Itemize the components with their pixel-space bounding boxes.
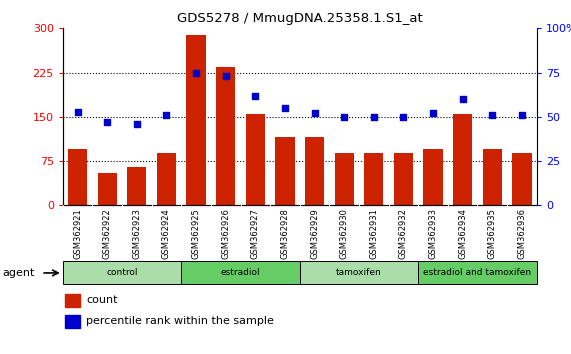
- Text: tamoxifen: tamoxifen: [336, 268, 382, 278]
- Point: [488, 112, 497, 118]
- Text: GSM362934: GSM362934: [458, 208, 467, 259]
- Text: GDS5278 / MmugDNA.25358.1.S1_at: GDS5278 / MmugDNA.25358.1.S1_at: [177, 12, 423, 25]
- Text: GSM362928: GSM362928: [280, 208, 289, 259]
- Text: count: count: [86, 295, 118, 306]
- Text: GSM362925: GSM362925: [192, 208, 200, 259]
- Bar: [127, 167, 147, 205]
- Bar: [512, 153, 532, 205]
- Point: [458, 96, 467, 102]
- Text: GSM362926: GSM362926: [221, 208, 230, 259]
- Text: control: control: [106, 268, 138, 278]
- Text: GSM362930: GSM362930: [340, 208, 349, 259]
- Text: GSM362931: GSM362931: [369, 208, 379, 259]
- Point: [310, 110, 319, 116]
- Text: GSM362936: GSM362936: [517, 208, 526, 259]
- Bar: [216, 67, 235, 205]
- Bar: [68, 149, 87, 205]
- Point: [369, 114, 379, 120]
- Bar: [98, 173, 117, 205]
- Bar: [424, 149, 443, 205]
- Point: [251, 93, 260, 98]
- FancyBboxPatch shape: [300, 262, 418, 284]
- FancyBboxPatch shape: [182, 262, 300, 284]
- Point: [340, 114, 349, 120]
- Point: [517, 112, 526, 118]
- FancyBboxPatch shape: [63, 262, 182, 284]
- Text: GSM362924: GSM362924: [162, 208, 171, 259]
- Text: agent: agent: [3, 268, 35, 278]
- Point: [280, 105, 289, 111]
- Point: [428, 110, 437, 116]
- Text: GSM362923: GSM362923: [132, 208, 142, 259]
- Text: GSM362929: GSM362929: [310, 208, 319, 259]
- Text: GSM362932: GSM362932: [399, 208, 408, 259]
- Text: estradiol: estradiol: [221, 268, 260, 278]
- Bar: [335, 153, 354, 205]
- Bar: [187, 35, 206, 205]
- Text: GSM362921: GSM362921: [73, 208, 82, 259]
- Text: GSM362927: GSM362927: [251, 208, 260, 259]
- Point: [103, 119, 112, 125]
- Bar: [453, 114, 472, 205]
- Bar: [482, 149, 502, 205]
- Bar: [66, 315, 80, 328]
- Text: estradiol and tamoxifen: estradiol and tamoxifen: [424, 268, 532, 278]
- Point: [191, 70, 200, 75]
- Bar: [275, 137, 295, 205]
- Point: [73, 109, 82, 114]
- Bar: [246, 114, 265, 205]
- Bar: [157, 153, 176, 205]
- Point: [221, 73, 230, 79]
- Bar: [364, 153, 384, 205]
- Bar: [305, 137, 324, 205]
- Point: [162, 112, 171, 118]
- Point: [399, 114, 408, 120]
- Text: GSM362933: GSM362933: [429, 208, 437, 259]
- Bar: [66, 294, 80, 307]
- FancyBboxPatch shape: [418, 262, 537, 284]
- Bar: [394, 153, 413, 205]
- Text: GSM362922: GSM362922: [103, 208, 112, 259]
- Text: percentile rank within the sample: percentile rank within the sample: [86, 316, 274, 326]
- Point: [132, 121, 142, 127]
- Text: GSM362935: GSM362935: [488, 208, 497, 259]
